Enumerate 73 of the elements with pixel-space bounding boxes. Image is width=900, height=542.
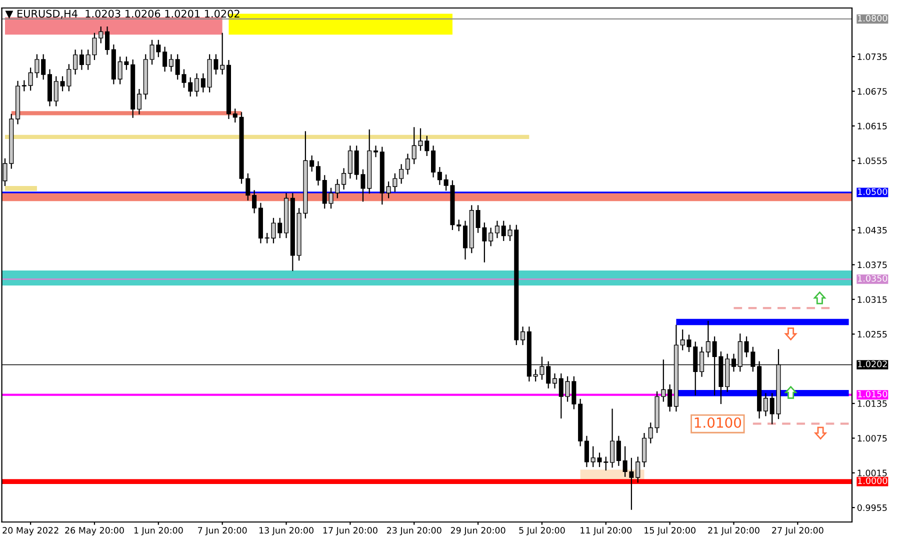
candlestick bbox=[22, 80, 26, 92]
candlestick bbox=[488, 228, 494, 246]
candlestick bbox=[194, 73, 200, 96]
chart-title: ▼ EURUSD,H4 1.0203 1.0206 1.0201 1.0202 bbox=[5, 10, 240, 19]
y-tick-label: 1.0675 bbox=[858, 88, 887, 95]
x-tick-label: 1 Jun 20:00 bbox=[134, 527, 183, 536]
candlestick bbox=[462, 220, 468, 260]
candlestick bbox=[431, 146, 436, 178]
candlestick bbox=[584, 436, 589, 468]
ref-line-label: 1.0150 bbox=[858, 390, 888, 398]
y-tick-label: 1.0435 bbox=[858, 226, 887, 234]
candlestick bbox=[552, 373, 558, 388]
ref-line-label: 1.0800 bbox=[858, 14, 888, 22]
ref-line-label: 1.0350 bbox=[858, 275, 888, 282]
candlestick bbox=[316, 161, 320, 186]
candlestick bbox=[252, 190, 257, 214]
candlestick bbox=[558, 373, 564, 418]
candlestick bbox=[520, 326, 526, 346]
x-tick-label: 5 Jul 20:00 bbox=[519, 526, 565, 536]
x-tick-label: 20 May 2022 bbox=[2, 527, 58, 536]
candlestick bbox=[41, 54, 46, 80]
candlestick bbox=[642, 432, 647, 468]
x-tick-label: 11 Jul 20:00 bbox=[580, 526, 632, 536]
candlestick bbox=[278, 218, 282, 238]
x-tick-label: 7 Jun 20:00 bbox=[198, 527, 247, 536]
candlestick bbox=[220, 32, 225, 74]
y-tick-label: 0.9955 bbox=[857, 504, 887, 511]
candlestick bbox=[616, 436, 621, 466]
candlestick bbox=[342, 168, 346, 190]
candlestick bbox=[54, 76, 58, 106]
candlestick bbox=[648, 422, 653, 444]
y-tick-label: 1.0255 bbox=[858, 330, 887, 338]
x-tick-label: 26 May 20:00 bbox=[65, 527, 124, 536]
candlestick bbox=[310, 155, 314, 172]
candlestick bbox=[437, 167, 442, 185]
candlestick bbox=[706, 320, 710, 358]
candlestick bbox=[105, 26, 110, 55]
candlestick bbox=[73, 50, 78, 74]
y-tick-label: 1.0015 bbox=[858, 470, 887, 476]
candlestick bbox=[373, 146, 378, 158]
y-tick-label: 1.0615 bbox=[858, 122, 887, 130]
y-tick-label: 1.0555 bbox=[858, 157, 887, 164]
candlestick bbox=[168, 54, 174, 72]
candlestick bbox=[763, 393, 768, 416]
candlestick bbox=[136, 88, 142, 114]
y-tick-label: 1.0315 bbox=[858, 296, 887, 303]
y-tick-label: 1.0135 bbox=[858, 400, 887, 407]
candlestick bbox=[405, 154, 410, 174]
candlestick bbox=[636, 456, 640, 483]
candlestick bbox=[162, 46, 168, 72]
x-tick-label: 29 Jun 20:00 bbox=[450, 527, 506, 536]
candlestick bbox=[232, 108, 238, 122]
x-tick-label: 13 Jun 20:00 bbox=[259, 527, 314, 536]
candlestick bbox=[79, 50, 84, 70]
candlestick bbox=[668, 384, 672, 412]
y-tick-label: 1.0735 bbox=[858, 53, 887, 60]
annotation: 1.0100 bbox=[694, 417, 742, 428]
ref-line-label: 1.0500 bbox=[858, 188, 888, 195]
y-tick-label: 1.0375 bbox=[858, 262, 887, 268]
x-tick-label: 21 Jul 20:00 bbox=[708, 526, 760, 536]
candlestick bbox=[348, 146, 352, 179]
candlestick bbox=[399, 164, 404, 184]
candlestick bbox=[200, 73, 206, 92]
y-tick-label: 1.0075 bbox=[858, 434, 887, 442]
x-tick-label: 27 Jul 20:00 bbox=[772, 526, 824, 536]
x-tick-label: 15 Jul 20:00 bbox=[644, 526, 696, 536]
x-tick-label: 23 Jun 20:00 bbox=[386, 527, 442, 536]
ref-line-label: 1.0202 bbox=[858, 360, 887, 368]
ref-line-label: 1.0000 bbox=[858, 477, 888, 484]
candlestick bbox=[610, 408, 615, 468]
candlestick bbox=[456, 220, 462, 232]
x-tick-label: 17 Jun 20:00 bbox=[323, 527, 378, 536]
candlestick bbox=[494, 220, 500, 238]
